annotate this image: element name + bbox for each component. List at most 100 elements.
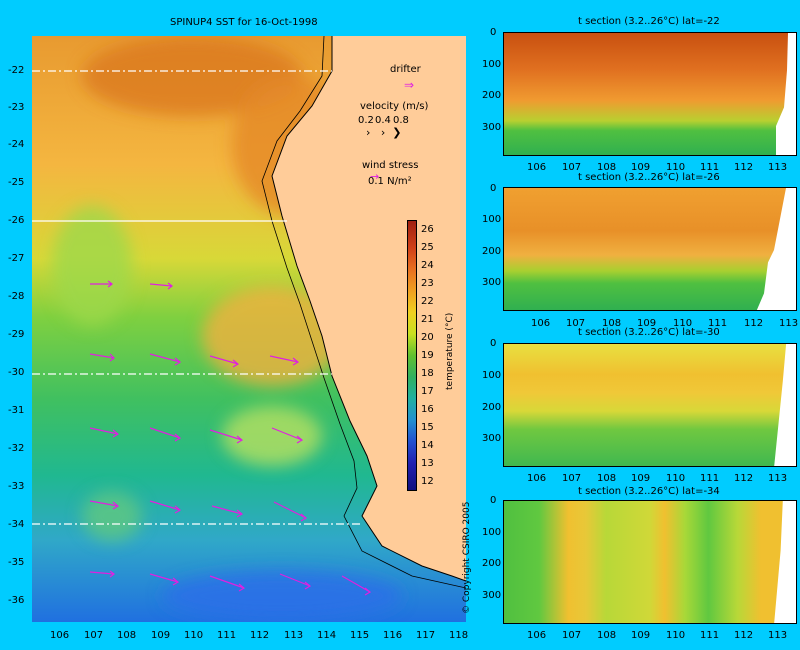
depth-tick: 200 — [482, 246, 502, 257]
lon-tick: 112 — [734, 473, 754, 484]
depth-tick: 300 — [482, 433, 502, 444]
lat-tick: -34 — [8, 519, 25, 530]
lat-tick: -25 — [8, 177, 25, 188]
lon-tick: 109 — [151, 630, 171, 641]
lon-tick: 108 — [117, 630, 137, 641]
depth-tick: 300 — [482, 277, 502, 288]
lat-tick: -27 — [8, 253, 25, 264]
lon-tick: 108 — [597, 162, 617, 173]
colorbar-tick: 18 — [421, 368, 434, 379]
lat-tick: -35 — [8, 557, 25, 568]
lon-tick: 109 — [631, 630, 651, 641]
lon-tick: 113 — [768, 630, 788, 641]
depth-tick: 0 — [490, 27, 497, 38]
lon-tick: 111 — [700, 630, 720, 641]
section-seafloor — [774, 344, 796, 466]
section-seafloor — [774, 501, 796, 623]
lon-tick: 106 — [527, 473, 547, 484]
lon-tick: 107 — [566, 318, 586, 329]
lon-tick: 109 — [637, 318, 657, 329]
lon-tick: 106 — [50, 630, 70, 641]
lon-tick: 117 — [416, 630, 436, 641]
lon-tick: 110 — [666, 630, 686, 641]
lon-tick: 112 — [734, 630, 754, 641]
colorbar-tick: 15 — [421, 422, 434, 433]
lon-tick: 112 — [744, 318, 764, 329]
lon-tick: 107 — [562, 473, 582, 484]
lon-tick: 109 — [631, 473, 651, 484]
lon-tick: 116 — [383, 630, 403, 641]
depth-tick: 100 — [482, 527, 502, 538]
section-title-22: t section (3.2..26°C) lat=-22 — [578, 16, 720, 27]
lon-tick: 111 — [708, 318, 728, 329]
lon-tick: 108 — [597, 630, 617, 641]
sst-map — [32, 36, 466, 622]
lon-tick: 118 — [449, 630, 469, 641]
lon-tick: 111 — [700, 473, 720, 484]
lat-tick: -30 — [8, 367, 25, 378]
lon-tick: 110 — [666, 473, 686, 484]
wind-scale: 0.1 N/m² — [368, 176, 412, 187]
section-seafloor — [776, 33, 796, 155]
lat-tick: -22 — [8, 65, 25, 76]
lon-tick: 107 — [562, 630, 582, 641]
colorbar-tick: 14 — [421, 440, 434, 451]
velocity-arrows-icon: › › ❯ — [366, 126, 402, 139]
lon-tick: 110 — [673, 318, 693, 329]
lat-tick: -28 — [8, 291, 25, 302]
drifter-icon: ⇒ — [404, 78, 415, 92]
depth-tick: 0 — [490, 495, 497, 506]
depth-tick: 200 — [482, 558, 502, 569]
lon-tick: 111 — [700, 162, 720, 173]
colorbar-tick: 20 — [421, 332, 434, 343]
depth-tick: 100 — [482, 214, 502, 225]
wind-arrows — [89, 280, 372, 596]
lat-tick: -32 — [8, 443, 25, 454]
coastline — [271, 36, 466, 582]
section-panel-22 — [503, 32, 797, 156]
lat-tick: -31 — [8, 405, 25, 416]
velocity-scale-2: 0.4 — [375, 115, 391, 126]
colorbar-tick: 21 — [421, 314, 434, 325]
colorbar-tick: 25 — [421, 242, 434, 253]
lat-tick: -29 — [8, 329, 25, 340]
lon-tick: 112 — [250, 630, 270, 641]
colorbar-tick: 22 — [421, 296, 434, 307]
colorbar-tick: 23 — [421, 278, 434, 289]
section-title-26: t section (3.2..26°C) lat=-26 — [578, 172, 720, 183]
lat-tick: -23 — [8, 102, 25, 113]
lon-tick: 110 — [184, 630, 204, 641]
colorbar — [407, 220, 417, 491]
depth-tick: 200 — [482, 90, 502, 101]
land — [272, 36, 466, 581]
wind-arrow-icon: → — [370, 170, 380, 183]
depth-tick: 300 — [482, 590, 502, 601]
lon-tick: 111 — [217, 630, 237, 641]
depth-tick: 0 — [490, 183, 497, 194]
lon-tick: 110 — [666, 162, 686, 173]
colorbar-tick: 13 — [421, 458, 434, 469]
velocity-scale-1: 0.2 — [358, 115, 374, 126]
section-panel-26 — [503, 187, 797, 311]
drifter-label: drifter — [390, 64, 421, 75]
colorbar-tick: 26 — [421, 224, 434, 235]
lon-tick: 113 — [284, 630, 304, 641]
lat-tick: -36 — [8, 595, 25, 606]
lat-tick: -33 — [8, 481, 25, 492]
lon-tick: 109 — [631, 162, 651, 173]
lat-tick: -24 — [8, 139, 25, 150]
section-panel-34 — [503, 500, 797, 624]
lon-tick: 113 — [768, 162, 788, 173]
lon-tick: 106 — [527, 630, 547, 641]
velocity-scale-3: 0.8 — [393, 115, 409, 126]
depth-tick: 200 — [482, 402, 502, 413]
section-title-34: t section (3.2..26°C) lat=-34 — [578, 486, 720, 497]
colorbar-tick: 17 — [421, 386, 434, 397]
lon-tick: 106 — [527, 162, 547, 173]
lon-tick: 113 — [768, 473, 788, 484]
section-seafloor — [756, 188, 796, 310]
lat-tick: -26 — [8, 215, 25, 226]
colorbar-tick: 12 — [421, 476, 434, 487]
lon-tick: 115 — [350, 630, 370, 641]
shelf-contour — [261, 36, 466, 589]
